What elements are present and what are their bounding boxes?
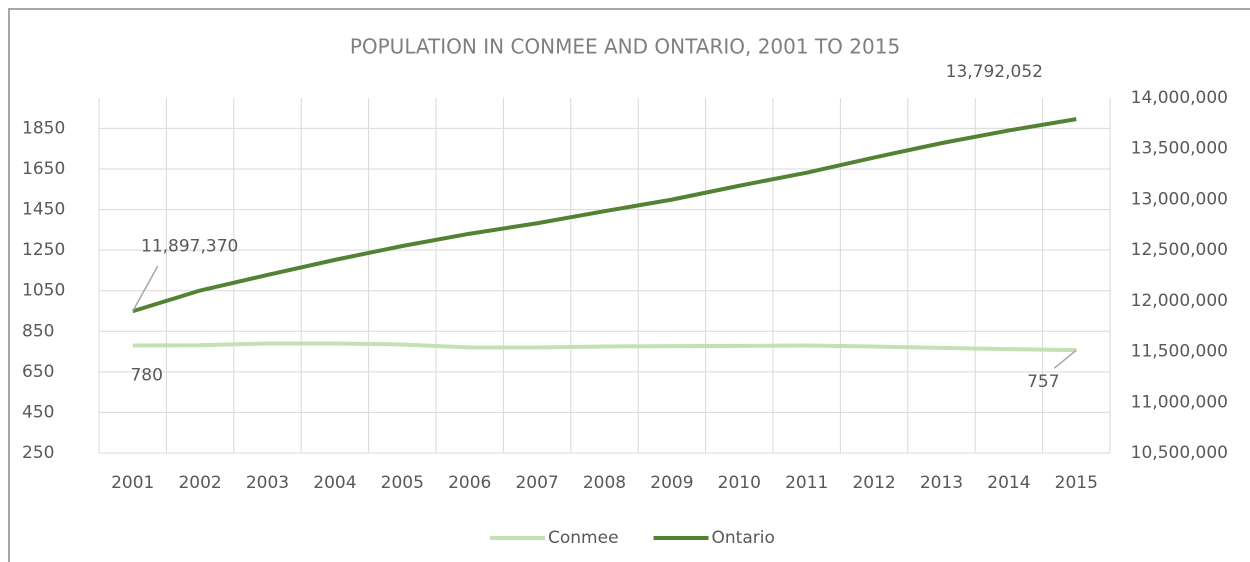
- y-tick-label: 650: [22, 362, 54, 382]
- data-label: 757: [1027, 372, 1059, 392]
- y2-tick-label: 13,000,000: [1131, 189, 1228, 209]
- leader-line: [1053, 349, 1077, 369]
- y2-tick-label: 12,500,000: [1131, 240, 1228, 260]
- x-tick-label: 2012: [852, 473, 895, 493]
- x-tick-label: 2015: [1055, 473, 1098, 493]
- y-tick-label: 1850: [22, 118, 65, 138]
- y2-tick-label: 11,000,000: [1131, 392, 1228, 412]
- x-tick-label: 2008: [583, 473, 626, 493]
- y-tick-label: 1650: [22, 159, 65, 179]
- x-tick-label: 2011: [785, 473, 828, 493]
- chart-frame: [8, 8, 1250, 562]
- x-tick-label: 2004: [313, 473, 356, 493]
- x-tick-label: 2001: [111, 473, 154, 493]
- x-tick-label: 2006: [448, 473, 491, 493]
- legend-label: Conmee: [548, 528, 619, 548]
- data-label: 11,897,370: [141, 236, 238, 256]
- x-tick-label: 2010: [718, 473, 761, 493]
- y-tick-label: 1050: [22, 281, 65, 301]
- y-tick-label: 1250: [22, 240, 65, 260]
- x-tick-label: 2003: [246, 473, 289, 493]
- legend-label: Ontario: [712, 528, 775, 548]
- y-tick-label: 850: [22, 321, 54, 341]
- y-tick-label: 250: [22, 443, 54, 463]
- x-tick-label: 2002: [178, 473, 221, 493]
- x-tick-label: 2013: [920, 473, 963, 493]
- chart-title: POPULATION IN CONMEE AND ONTARIO, 2001 T…: [350, 35, 900, 59]
- data-label: 780: [130, 365, 162, 385]
- x-tick-label: 2014: [987, 473, 1030, 493]
- x-tick-label: 2009: [650, 473, 693, 493]
- leader-line: [132, 265, 159, 312]
- y2-tick-label: 14,000,000: [1131, 88, 1228, 108]
- y-tick-label: 1450: [22, 200, 65, 220]
- x-tick-label: 2005: [381, 473, 424, 493]
- y2-tick-label: 12,000,000: [1131, 291, 1228, 311]
- y2-tick-label: 13,500,000: [1131, 139, 1228, 159]
- y2-tick-label: 11,500,000: [1131, 342, 1228, 362]
- y-tick-label: 450: [22, 402, 54, 422]
- x-tick-label: 2007: [515, 473, 558, 493]
- y2-tick-label: 10,500,000: [1131, 443, 1228, 463]
- data-label: 13,792,052: [946, 62, 1043, 82]
- series-line: [132, 117, 1077, 314]
- series-line: [132, 341, 1077, 353]
